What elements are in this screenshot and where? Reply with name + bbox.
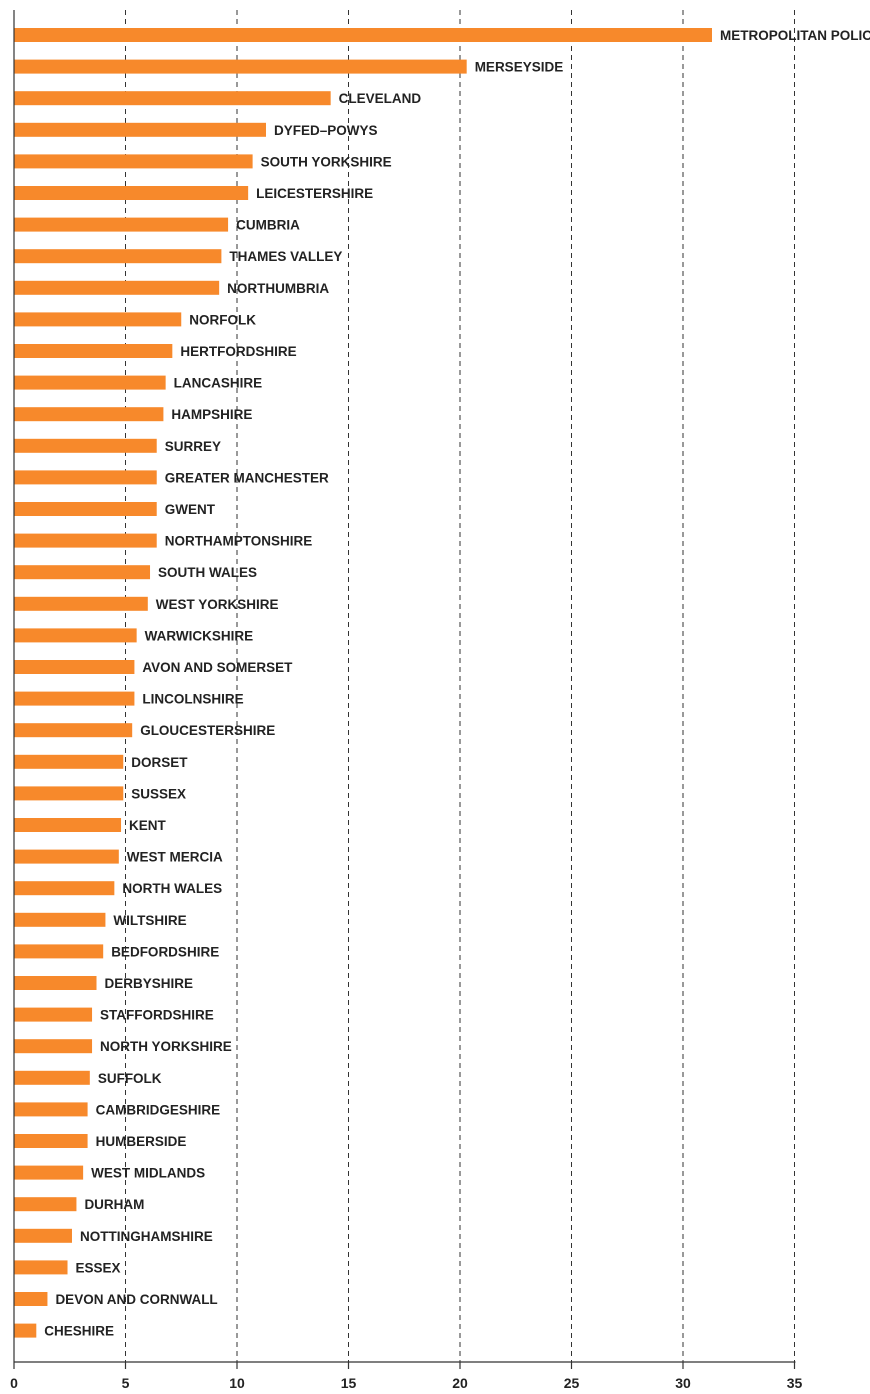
tick-label-15: 15: [341, 1375, 357, 1391]
bar-label-15: GWENT: [165, 502, 216, 517]
bar-label-13: SURREY: [165, 439, 221, 454]
tick-label-0: 0: [10, 1375, 18, 1391]
bar-label-19: WARWICKSHIRE: [145, 628, 254, 643]
bar-22: [14, 723, 133, 738]
bar-label-30: DERBYSHIRE: [105, 976, 194, 991]
bar-2: [14, 91, 331, 106]
bar-label-33: SUFFOLK: [98, 1071, 162, 1086]
bar-label-29: BEDFORDSHIRE: [111, 944, 219, 959]
bar-label-26: WEST MERCIA: [127, 850, 223, 865]
bar-34: [14, 1102, 88, 1117]
bar-5: [14, 186, 249, 200]
bar-41: [14, 1323, 37, 1338]
bar-7: [14, 249, 222, 264]
bar-label-22: GLOUCESTERSHIRE: [140, 723, 275, 738]
bars: [14, 28, 712, 1338]
bar-11: [14, 375, 166, 390]
bar-label-14: GREATER MANCHESTER: [165, 470, 329, 485]
bar-label-38: NOTTINGHAMSHIRE: [80, 1229, 213, 1244]
bar-label-31: STAFFORDSHIRE: [100, 1008, 214, 1023]
bar-label-16: NORTHAMPTONSHIRE: [165, 534, 313, 549]
bar-labels: METROPOLITAN POLICE MERSEYSIDE CLEVELAND DY…: [44, 28, 870, 1339]
bar-40: [14, 1292, 48, 1306]
bar-label-8: NORTHUMBRIA: [227, 281, 329, 296]
bar-label-34: CAMBRIDGESHIRE: [96, 1102, 221, 1117]
bar-14: [14, 470, 157, 485]
bar-label-28: WILTSHIRE: [113, 913, 186, 928]
bar-16: [14, 533, 157, 548]
bar-24: [14, 786, 124, 801]
bar-label-36: WEST MIDLANDS: [91, 1166, 205, 1181]
tick-label-35: 35: [787, 1375, 803, 1391]
bar-label-21: LINCOLNSHIRE: [142, 692, 243, 707]
tick-label-10: 10: [229, 1375, 245, 1391]
bar-label-37: DURHAM: [84, 1197, 144, 1212]
bar-27: [14, 881, 115, 896]
bar-label-1: MERSEYSIDE: [475, 60, 564, 75]
tick-label-30: 30: [675, 1375, 691, 1391]
bar-35: [14, 1134, 88, 1148]
bar-3: [14, 122, 266, 137]
bar-label-32: NORTH YORKSHIRE: [100, 1039, 232, 1054]
bar-13: [14, 438, 157, 453]
bar-label-9: NORFOLK: [189, 312, 256, 327]
bar-label-18: WEST YORKSHIRE: [156, 597, 279, 612]
bar-label-17: SOUTH WALES: [158, 565, 257, 580]
bar-label-23: DORSET: [131, 755, 188, 770]
bar-36: [14, 1165, 84, 1180]
bar-label-40: DEVON AND CORNWALL: [55, 1292, 217, 1307]
bar-label-10: HERTFORDSHIRE: [180, 344, 296, 359]
bar-23: [14, 754, 124, 769]
bar-29: [14, 944, 104, 959]
bar-label-12: HAMPSHIRE: [171, 407, 252, 422]
bar-12: [14, 407, 164, 422]
bar-label-39: ESSEX: [76, 1260, 121, 1275]
bar-0: [14, 28, 712, 42]
bar-39: [14, 1260, 68, 1275]
bar-label-0: METROPOLITAN POLICE: [720, 28, 870, 43]
bar-17: [14, 565, 151, 580]
grid-lines: [125, 10, 795, 1362]
tick-label-25: 25: [564, 1375, 580, 1391]
bar-20: [14, 660, 135, 674]
bar-26: [14, 849, 119, 864]
bar-1: [14, 59, 467, 74]
bar-15: [14, 502, 157, 516]
bar-label-20: AVON AND SOMERSET: [142, 660, 293, 675]
bar-32: [14, 1039, 93, 1054]
bar-label-11: LANCASHIRE: [174, 376, 263, 391]
tick-label-20: 20: [452, 1375, 468, 1391]
bar-10: [14, 344, 173, 358]
bar-4: [14, 154, 253, 169]
bar-label-41: CHESHIRE: [44, 1324, 114, 1339]
bar-37: [14, 1197, 77, 1212]
bar-label-2: CLEVELAND: [339, 91, 422, 106]
bar-19: [14, 628, 137, 643]
bar-6: [14, 217, 229, 232]
bar-label-24: SUSSEX: [131, 786, 186, 801]
bar-label-7: THAMES VALLEY: [229, 249, 342, 264]
bar-21: [14, 691, 135, 706]
bar-9: [14, 312, 182, 327]
bar-33: [14, 1070, 90, 1085]
bar-label-6: CUMBRIA: [236, 218, 300, 233]
bar-25: [14, 818, 122, 832]
bar-28: [14, 912, 106, 927]
bar-label-3: DYFED–POWYS: [274, 123, 378, 138]
x-axis: 0 5 10 15 20 25 30 35: [10, 10, 802, 1391]
bar-label-5: LEICESTERSHIRE: [256, 186, 373, 201]
bar-38: [14, 1228, 72, 1243]
bar-label-27: NORTH WALES: [122, 881, 222, 896]
bar-8: [14, 280, 220, 295]
bar-label-25: KENT: [129, 818, 167, 833]
bar-30: [14, 976, 97, 990]
bar-18: [14, 596, 148, 611]
bar-label-4: SOUTH YORKSHIRE: [261, 154, 392, 169]
tick-label-5: 5: [122, 1375, 130, 1391]
bar-label-35: HUMBERSIDE: [96, 1134, 187, 1149]
bar-31: [14, 1007, 93, 1022]
